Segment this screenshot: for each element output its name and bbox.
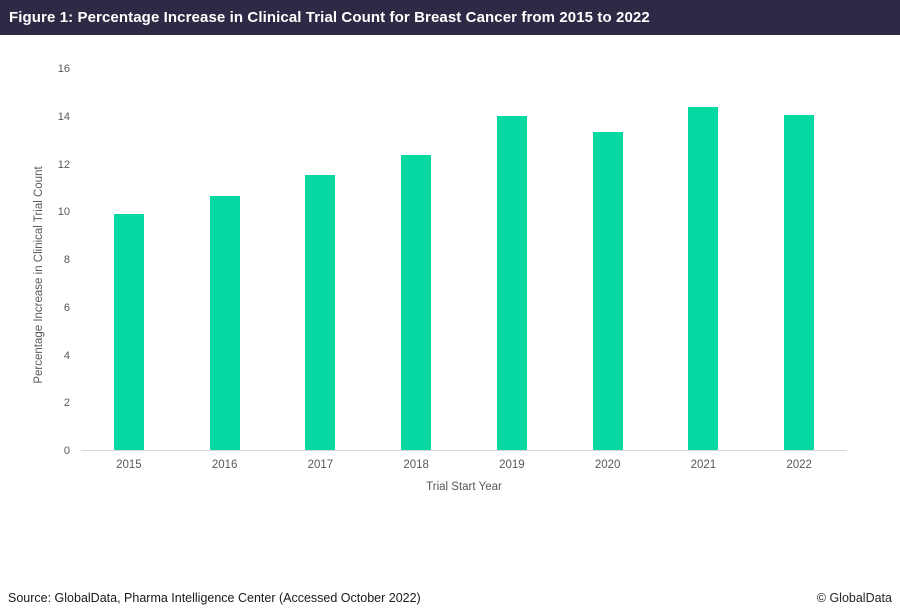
source-note: Source: GlobalData, Pharma Intelligence …	[8, 591, 421, 605]
y-tick-label-8: 8	[63, 254, 70, 266]
bar-2019	[496, 115, 527, 450]
y-tick-label-16: 16	[57, 63, 70, 75]
y-tick-label-4: 4	[63, 349, 70, 362]
x-tick-label-2019: 2019	[499, 459, 525, 471]
y-tick-label-2: 2	[63, 397, 70, 410]
y-tick-label-0: 0	[63, 445, 70, 457]
bar-2016	[209, 195, 240, 450]
y-tick-label-14: 14	[57, 110, 70, 123]
x-axis-title: Trial Start Year	[426, 481, 502, 493]
x-tick-label-2017: 2017	[307, 459, 334, 471]
x-tick-label-2020: 2020	[594, 459, 621, 471]
bar-2021	[688, 107, 719, 450]
x-tick-label-2016: 2016	[211, 459, 238, 471]
y-tick-label-12: 12	[57, 158, 70, 171]
x-tick-label-2021: 2021	[690, 459, 717, 471]
y-tick-label-6: 6	[63, 301, 70, 314]
copyright-note: © GlobalData	[816, 591, 892, 605]
x-tick-label-2022: 2022	[786, 459, 812, 471]
bar-2022	[784, 114, 815, 450]
plot-area	[81, 69, 847, 451]
bar-2018	[401, 155, 432, 450]
bar-2017	[305, 175, 336, 450]
figure-title-bar: Figure 1: Percentage Increase in Clinica…	[0, 0, 900, 35]
y-tick-label-10: 10	[57, 206, 70, 219]
x-tick-label-2018: 2018	[403, 459, 429, 471]
bar-2015	[113, 213, 144, 450]
x-tick-label-2015: 2015	[116, 459, 142, 471]
bar-2020	[592, 132, 623, 450]
